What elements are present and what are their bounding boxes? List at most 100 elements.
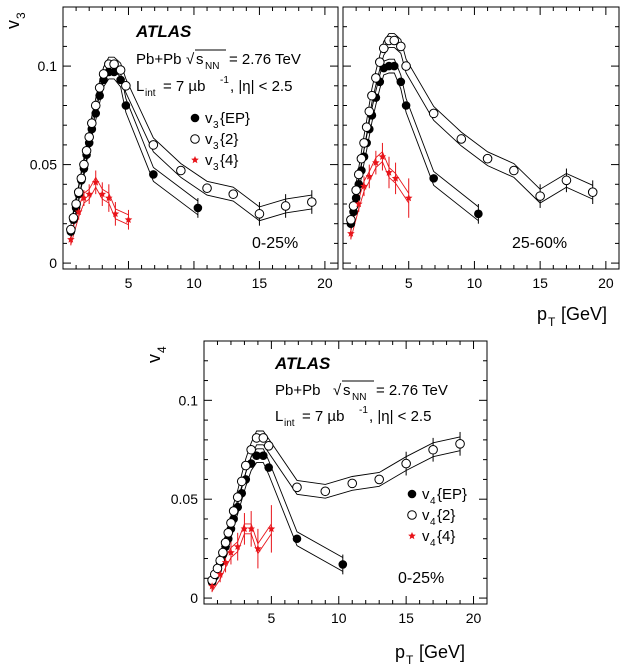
- data-point-two: [428, 108, 439, 119]
- y-axis-title-sub: 3: [14, 12, 28, 19]
- data-point-ep: [264, 463, 273, 472]
- y-axis-title: v: [3, 20, 23, 29]
- data-point-two: [228, 189, 239, 199]
- x-title-p-lower: p: [395, 642, 405, 662]
- data-point-two: [307, 197, 317, 207]
- x-tick-label: 20: [466, 610, 482, 626]
- data-point-two: [240, 460, 251, 471]
- data-point-two: [389, 35, 400, 46]
- x-axis-title-upper: p T [GeV]: [537, 304, 607, 329]
- data-point-four: [378, 152, 387, 160]
- x-tick-label: 20: [317, 275, 333, 291]
- data-point-two: [71, 199, 81, 209]
- centrality-label: 0-25%: [252, 235, 298, 252]
- sqrt-s-text-lower: s: [343, 382, 351, 399]
- data-point-four: [111, 209, 120, 218]
- y-tick-label: 0.1: [179, 392, 199, 408]
- data-point-two: [378, 43, 389, 54]
- x-tick-label: 15: [398, 610, 414, 626]
- data-point-two: [176, 165, 186, 176]
- data-point-two: [280, 201, 291, 211]
- legend-marker-ep: [190, 113, 200, 123]
- data-point-two: [375, 57, 385, 67]
- data-point-two: [66, 224, 76, 235]
- data-point-two: [509, 165, 519, 176]
- legend-label-text: {2}: [220, 131, 238, 148]
- x-tick-label: 15: [252, 275, 268, 291]
- data-point-ep: [389, 61, 399, 71]
- energy-text-lower: = 2.76 TeV: [376, 382, 448, 399]
- data-point-four: [85, 190, 93, 198]
- data-point-four: [67, 235, 75, 243]
- x-title-sub-lower: T: [406, 653, 414, 667]
- y-tick-label: 0: [190, 590, 198, 606]
- syst-band-lower: [70, 70, 312, 237]
- atlas-label-lower: ATLAS: [274, 354, 331, 373]
- data-point-four: [240, 524, 249, 533]
- data-point-ep: [474, 209, 483, 219]
- data-point-two: [587, 187, 598, 197]
- data-point-ep: [401, 101, 411, 110]
- data-point-two: [320, 486, 331, 497]
- legend-label: v: [205, 110, 213, 127]
- data-point-two: [94, 82, 105, 93]
- data-point-four: [80, 194, 88, 202]
- plot-frame: [203, 340, 488, 605]
- data-point-four: [124, 215, 133, 223]
- data-point-two: [76, 173, 87, 184]
- x-tick-label: 15: [532, 275, 548, 291]
- eta-cut-lower: , |η| < 2.5: [369, 408, 431, 425]
- data-point-two: [401, 61, 411, 71]
- data-point-four: [233, 542, 242, 550]
- x-title-unit-lower: [GeV]: [419, 642, 465, 662]
- data-point-two: [236, 476, 247, 487]
- energy-text: = 2.76 TeV: [229, 51, 301, 68]
- data-point-two: [246, 444, 256, 455]
- data-point-two: [115, 65, 126, 75]
- data-point-two: [456, 134, 467, 144]
- data-point-four: [254, 544, 262, 552]
- data-point-four: [208, 582, 216, 590]
- lower-header: ATLAS Pb+Pb √ s NN = 2.76 TeV L int = 7 …: [274, 354, 448, 429]
- data-point-two: [535, 191, 545, 201]
- legend-label-sub: 4: [430, 517, 436, 528]
- data-point-four: [372, 158, 380, 166]
- data-point-four: [247, 524, 255, 533]
- legend-label-sub: 4: [430, 538, 436, 549]
- data-point-ep: [292, 534, 302, 544]
- x-axis-title-lower: p T [GeV]: [395, 642, 465, 667]
- syst-band-lower: [70, 78, 199, 239]
- data-point-two: [482, 153, 493, 164]
- data-point-two: [68, 212, 79, 223]
- data-point-two: [109, 59, 119, 69]
- data-point-four: [347, 229, 355, 237]
- data-point-two: [90, 100, 101, 111]
- data-point-two: [263, 441, 274, 451]
- syst-band-lower: [350, 46, 593, 227]
- data-point-ep: [258, 451, 268, 460]
- data-point-two: [364, 106, 375, 117]
- x-tick-label: 5: [125, 275, 133, 291]
- data-point-four: [404, 194, 413, 202]
- x-tick-label: 5: [405, 275, 413, 291]
- legend-label: v: [422, 528, 430, 545]
- centrality-label: 0-25%: [398, 570, 444, 587]
- y-tick-label: 0.1: [38, 58, 58, 74]
- lumi-sub-lower: int: [284, 418, 295, 429]
- data-point-two: [347, 478, 358, 489]
- sqrt-s-sub-lower: NN: [352, 392, 366, 403]
- upper-header: ATLAS Pb+Pb √ s NN = 2.76 TeV L int = 7 …: [135, 22, 301, 99]
- lumi-l-lower: L: [275, 408, 283, 425]
- legend-label-text: {EP}: [220, 110, 250, 127]
- collision-text: Pb+Pb: [136, 51, 181, 68]
- legend-marker-four: [191, 156, 199, 164]
- legend-label: v: [205, 152, 213, 169]
- data-point-two: [81, 146, 92, 156]
- data-point-two: [254, 209, 265, 219]
- x-title-unit: [GeV]: [561, 304, 607, 324]
- data-point-two: [401, 458, 411, 469]
- legend-label-text: {EP}: [437, 486, 467, 503]
- x-tick-label: 10: [186, 275, 202, 291]
- data-point-ep: [252, 451, 261, 460]
